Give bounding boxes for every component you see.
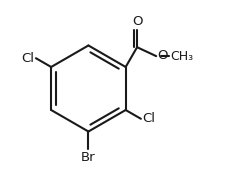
Text: Br: Br: [81, 151, 95, 164]
Text: O: O: [156, 49, 167, 62]
Text: Cl: Cl: [21, 52, 34, 65]
Text: Cl: Cl: [141, 112, 154, 125]
Text: CH₃: CH₃: [169, 50, 193, 63]
Text: O: O: [131, 15, 142, 28]
